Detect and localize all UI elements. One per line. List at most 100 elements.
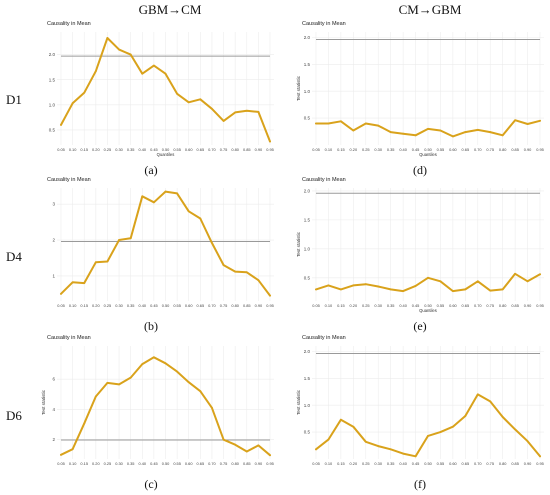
data-point-c — [94, 395, 97, 398]
y-tick-label-c: 4 — [52, 407, 55, 412]
chart-d: Causality in Mean 0.5 1.0 1.5 2.0 0.05 0.10 0.1… — [296, 21, 544, 157]
x-tick-label-f: 0.15 — [337, 461, 345, 466]
x-tick-label-c: 0.05 — [57, 461, 65, 466]
data-point-f — [327, 438, 330, 441]
x-tick-label-e: 0.10 — [325, 303, 333, 308]
x-tick-label-e: 0.30 — [374, 303, 382, 308]
x-tick-label-b: 0.05 — [57, 303, 65, 308]
x-tick-label-d: 0.90 — [524, 147, 532, 152]
data-point-c — [152, 356, 155, 359]
data-point-f — [539, 455, 541, 458]
data-point-f — [339, 418, 342, 421]
x-tick-label-f: 0.05 — [312, 461, 320, 466]
x-tick-label-c: 0.60 — [185, 461, 193, 466]
x-tick-label-a: 0.45 — [150, 147, 158, 152]
data-point-c — [141, 363, 144, 365]
y-tick-label-b: 3 — [52, 202, 55, 207]
data-point-d — [352, 129, 355, 132]
x-tick-label-b: 0.85 — [243, 303, 251, 308]
data-point-f — [514, 428, 517, 431]
x-tick-label-b: 0.45 — [150, 303, 158, 308]
y-tick-label-d: 1.5 — [304, 62, 311, 67]
data-point-d — [539, 119, 541, 122]
data-point-d — [476, 129, 479, 131]
data-point-c — [71, 448, 74, 451]
data-point-b — [222, 264, 225, 267]
x-tick-label-c: 0.90 — [255, 461, 263, 466]
x-tick-label-e: 0.80 — [499, 303, 507, 308]
data-point-d — [315, 122, 317, 125]
data-point-c — [60, 453, 62, 456]
chart-a: Causality in Mean 0.5 1.0 1.5 2.0 0.05 0.10 0.1… — [47, 21, 274, 157]
x-tick-label-d: 0.40 — [399, 147, 407, 152]
x-tick-label-f: 0.80 — [499, 461, 507, 466]
data-point-a — [257, 110, 260, 113]
chart-title-b: Causality in Mean — [47, 177, 91, 183]
data-point-f — [439, 431, 442, 433]
x-tick-label-f: 0.20 — [350, 461, 358, 466]
x-tick-label-c: 0.45 — [150, 461, 158, 466]
data-point-a — [106, 37, 109, 39]
data-point-f — [402, 452, 405, 455]
y-axis-label-e: Test statistic — [296, 231, 301, 257]
data-point-d — [514, 119, 517, 122]
x-tick-label-f: 0.75 — [486, 461, 494, 466]
data-point-d — [389, 131, 392, 133]
data-point-e — [476, 280, 479, 283]
data-point-e — [389, 288, 392, 291]
x-tick-label-f: 0.90 — [524, 461, 532, 466]
x-tick-label-c: 0.10 — [69, 461, 77, 466]
data-point-b — [234, 270, 237, 273]
x-tick-label-f: 0.60 — [449, 461, 457, 466]
y-tick-label-b: 1 — [52, 273, 55, 278]
data-point-f — [389, 448, 392, 451]
y-tick-label-a: 0.5 — [49, 128, 56, 133]
data-point-f — [489, 400, 492, 403]
y-axis-label-c: Test statistic — [41, 389, 46, 415]
data-point-a — [83, 91, 86, 94]
y-tick-label-c: 2 — [52, 437, 55, 442]
data-point-a — [118, 48, 120, 51]
x-tick-label-c: 0.25 — [104, 461, 112, 466]
data-point-b — [187, 210, 190, 213]
column-header-gbm-cm: GBM→CM — [138, 2, 202, 17]
chart-title-f: Causality in Mean — [302, 335, 346, 341]
chart-e: Causality in Mean 0.5 1.0 1.5 2.0 0.05 0.10 0.1… — [296, 177, 544, 313]
y-axis-label-f: Test statistic — [296, 389, 301, 415]
x-tick-label-c: 0.20 — [92, 461, 100, 466]
data-point-c — [83, 422, 86, 425]
data-point-a — [222, 119, 225, 122]
data-point-e — [464, 288, 467, 291]
data-point-e — [377, 285, 380, 288]
data-point-e — [501, 288, 504, 291]
x-tick-label-e: 0.85 — [511, 303, 519, 308]
data-point-c — [257, 444, 260, 447]
data-point-c — [211, 406, 213, 409]
data-point-a — [187, 101, 190, 104]
x-tick-label-a: 0.50 — [162, 147, 170, 152]
data-point-e — [526, 280, 529, 283]
data-point-d — [339, 120, 342, 123]
data-point-a — [152, 64, 155, 67]
x-tick-label-f: 0.85 — [511, 461, 519, 466]
panel-caption-e: (e) — [413, 319, 427, 333]
x-tick-label-f: 0.10 — [325, 461, 333, 466]
data-point-e — [539, 273, 541, 276]
data-point-b — [106, 260, 109, 263]
x-tick-label-f: 0.35 — [387, 461, 395, 466]
x-tick-label-a: 0.55 — [173, 147, 181, 152]
row-label-d1: D1 — [6, 92, 22, 107]
data-point-d — [464, 131, 467, 133]
y-tick-label-f: 1.5 — [304, 376, 311, 381]
data-point-a — [199, 98, 202, 101]
x-tick-label-e: 0.15 — [337, 303, 345, 308]
x-tick-label-d: 0.20 — [350, 147, 358, 152]
data-point-b — [245, 271, 248, 274]
x-tick-label-c: 0.40 — [138, 461, 146, 466]
x-tick-label-a: 0.65 — [197, 147, 205, 152]
x-tick-label-f: 0.65 — [462, 461, 470, 466]
x-tick-label-e: 0.60 — [449, 303, 457, 308]
data-point-c — [245, 450, 248, 453]
x-tick-label-a: 0.75 — [220, 147, 228, 152]
data-point-f — [315, 448, 317, 451]
